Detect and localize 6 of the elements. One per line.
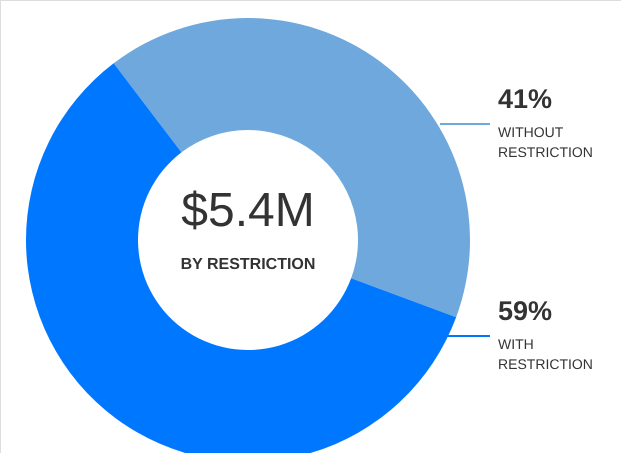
data-label: 59%	[498, 296, 552, 326]
data-label: 41%	[498, 84, 552, 114]
text: $5.4M	[181, 184, 315, 237]
slice-label: WITHOUT RESTRICTION	[498, 124, 593, 160]
text: BY RESTRICTION	[180, 256, 316, 273]
slice-label: WITH RESTRICTION	[498, 336, 593, 372]
